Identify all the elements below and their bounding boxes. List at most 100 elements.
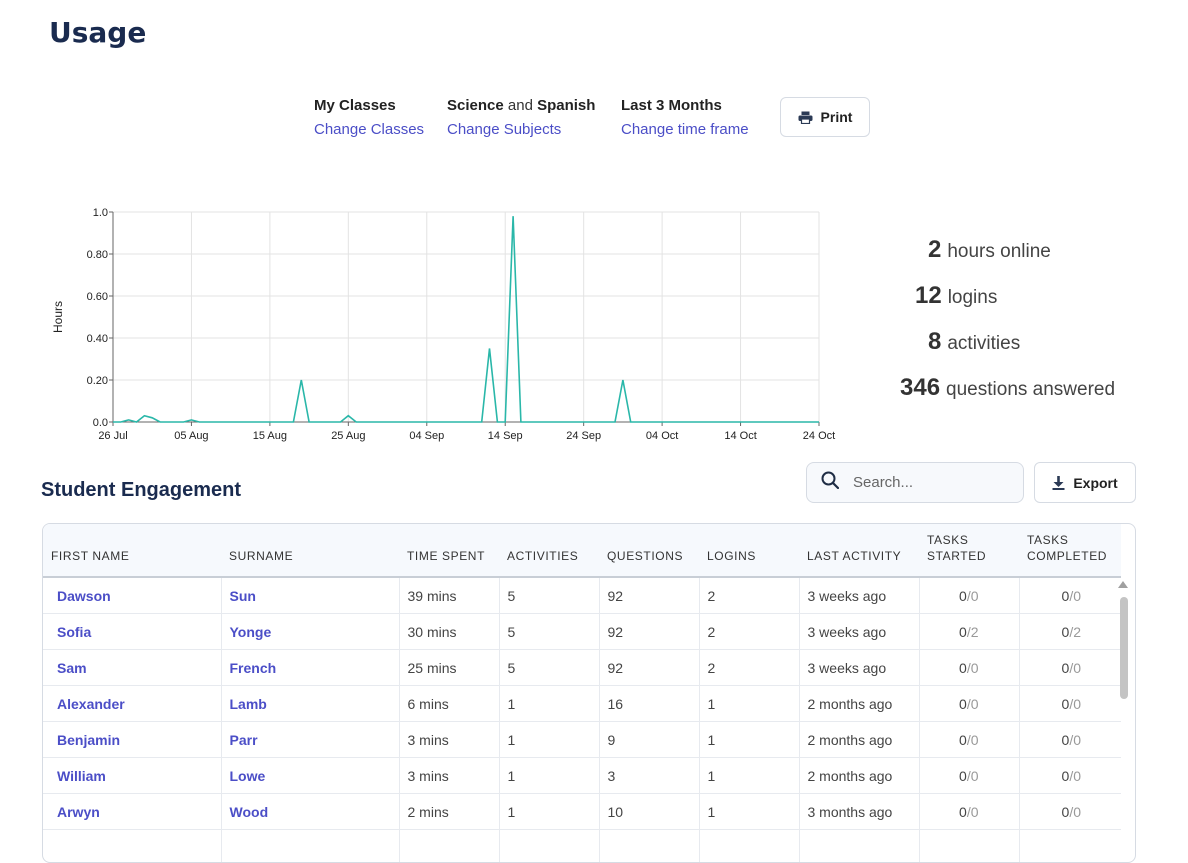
print-button[interactable]: Print [780,97,870,137]
last-activity-cell: 3 weeks ago [799,577,919,614]
surname-cell[interactable]: Yonge [221,614,399,650]
time-spent-cell: 39 mins [399,577,499,614]
surname-cell[interactable]: Lamb [221,686,399,722]
tasks-completed-cell: 0/0 [1019,686,1121,722]
logins-cell [699,830,799,863]
tasks-completed-cell-total: /0 [1069,732,1081,748]
tasks-completed-cell: 0/2 [1019,614,1121,650]
surname-cell[interactable]: French [221,650,399,686]
col-first-name[interactable]: FIRST NAME [43,524,221,577]
tasks-started-cell-value: 0 [959,660,967,676]
last-activity-cell: 3 weeks ago [799,614,919,650]
col-activities[interactable]: ACTIVITIES [499,524,599,577]
tasks-started-cell-value: 0 [959,624,967,640]
page-title: Usage [49,16,146,49]
first-name-cell[interactable]: Dawson [43,577,221,614]
surname-cell[interactable] [221,830,399,863]
logins-cell: 1 [699,794,799,830]
x-tick-label: 14 Sep [488,430,523,442]
x-tick-label: 04 Oct [646,430,678,442]
download-icon [1052,476,1065,490]
col-time-spent[interactable]: TIME SPENT [399,524,499,577]
y-tick-label: 0.20 [87,375,108,387]
x-tick-label: 25 Aug [331,430,365,442]
tasks-completed-cell-total: /2 [1069,624,1081,640]
tasks-completed-cell [1019,830,1121,863]
logins-cell: 2 [699,577,799,614]
logins-cell: 1 [699,722,799,758]
search-box[interactable] [806,462,1024,503]
questions-cell: 10 [599,794,699,830]
activities-cell: 1 [499,686,599,722]
first-name-cell[interactable]: Sofia [43,614,221,650]
x-tick-label: 26 Jul [98,430,127,442]
chart-grid [109,212,819,426]
activities-cell: 5 [499,650,599,686]
scroll-up-arrow-icon[interactable] [1118,581,1128,588]
series-line-hours [113,216,819,422]
tasks-completed-cell-total: /0 [1069,768,1081,784]
print-label: Print [821,109,853,125]
export-button[interactable]: Export [1034,462,1136,503]
surname-cell[interactable]: Sun [221,577,399,614]
tasks-completed-cell: 0/0 [1019,650,1121,686]
y-tick-label: 0.60 [87,291,108,303]
questions-cell: 9 [599,722,699,758]
first-name-cell[interactable]: Sam [43,650,221,686]
col-last-activity[interactable]: LAST ACTIVITY [799,524,919,577]
tasks-started-cell: 0/0 [919,722,1019,758]
col-surname[interactable]: SURNAME [221,524,399,577]
first-name-cell[interactable]: Benjamin [43,722,221,758]
activities-cell [499,830,599,863]
classes-title: My Classes [314,97,396,114]
y-tick-labels: 0.00.200.400.600.801.0 [87,207,108,429]
tasks-started-cell-total: /2 [967,624,979,640]
col-questions[interactable]: QUESTIONS [599,524,699,577]
col-tasks-started[interactable]: TASKS STARTED [919,524,1019,577]
col-tasks-completed[interactable]: TASKS COMPLETED [1019,524,1121,577]
table-scrollbar[interactable] [1117,581,1129,861]
tasks-started-cell-total: /0 [967,588,979,604]
timeframe-title: Last 3 Months [621,97,722,114]
subject-first: Science [447,97,504,114]
tasks-completed-cell: 0/0 [1019,794,1121,830]
tasks-completed-cell-total: /0 [1069,804,1081,820]
tasks-completed-cell: 0/0 [1019,722,1121,758]
surname-cell[interactable]: Lowe [221,758,399,794]
first-name-cell[interactable]: Alexander [43,686,221,722]
y-axis-label: Hours [51,301,65,333]
time-spent-cell: 30 mins [399,614,499,650]
table-row[interactable] [43,830,1121,863]
first-name-cell[interactable] [43,830,221,863]
search-input[interactable] [851,473,1005,492]
surname-cell[interactable]: Wood [221,794,399,830]
subject-joiner: and [508,97,533,114]
surname-cell[interactable]: Parr [221,722,399,758]
activities-cell: 1 [499,794,599,830]
questions-cell: 16 [599,686,699,722]
time-spent-cell: 6 mins [399,686,499,722]
questions-cell [599,830,699,863]
scrollbar-thumb[interactable] [1120,597,1128,699]
first-name-cell[interactable]: William [43,758,221,794]
change-subjects-link[interactable]: Change Subjects [447,120,595,139]
search-icon [821,471,839,494]
table-header: FIRST NAME SURNAME TIME SPENT ACTIVITIES… [43,524,1121,577]
first-name-cell[interactable]: Arwyn [43,794,221,830]
classes-filter: My Classes Change Classes [314,96,424,139]
tasks-started-cell-value: 0 [959,732,967,748]
change-timeframe-link[interactable]: Change time frame [621,120,749,139]
logins-cell: 2 [699,614,799,650]
col-logins[interactable]: LOGINS [699,524,799,577]
change-classes-link[interactable]: Change Classes [314,120,424,139]
y-tick-label: 0.80 [87,249,108,261]
